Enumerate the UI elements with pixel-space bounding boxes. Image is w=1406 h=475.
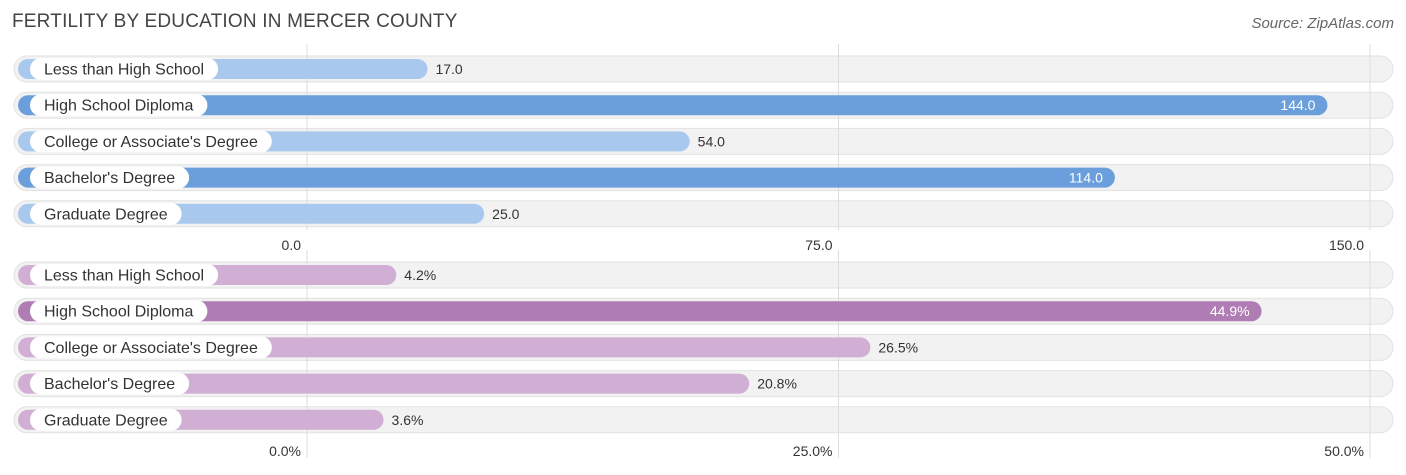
chart-2: Less than High School 4.2% High School Dip… xyxy=(13,250,1394,459)
category-pill xyxy=(30,166,190,189)
category-label: Graduate Degree xyxy=(44,206,168,223)
tick-label: 0.0% xyxy=(269,443,301,459)
category-label: Graduate Degree xyxy=(44,412,168,429)
bar xyxy=(18,301,1262,322)
category-label: Bachelor's Degree xyxy=(44,170,175,187)
tick-label: 150.0 xyxy=(1329,237,1364,253)
category-label: High School Diploma xyxy=(44,304,194,321)
category-pill xyxy=(30,300,208,323)
category-label: Less than High School xyxy=(44,62,204,79)
category-label: Bachelor's Degree xyxy=(44,376,175,393)
category-pill xyxy=(30,94,208,117)
category-label: College or Associate's Degree xyxy=(44,340,258,357)
value-label: 17.0 xyxy=(435,61,462,77)
category-label: College or Associate's Degree xyxy=(44,134,258,151)
tick-label: 50.0% xyxy=(1324,443,1364,459)
category-pill xyxy=(30,336,272,359)
category-pill xyxy=(30,130,272,153)
value-label: 20.8% xyxy=(757,376,797,392)
category-label: Less than High School xyxy=(44,268,204,285)
bar xyxy=(18,167,1115,188)
category-pill xyxy=(30,408,182,431)
value-label: 44.9% xyxy=(1210,303,1250,319)
category-pill xyxy=(30,264,219,286)
bar xyxy=(18,373,750,394)
source-label: Source: ZipAtlas.com xyxy=(1251,15,1394,32)
category-label: High School Diploma xyxy=(44,98,194,115)
tick-label: 0.0 xyxy=(282,237,302,253)
value-label: 3.6% xyxy=(392,412,424,428)
tick-label: 75.0 xyxy=(805,237,832,253)
chart-title: FERTILITY BY EDUCATION IN MERCER COUNTY xyxy=(12,11,458,32)
value-label: 4.2% xyxy=(404,267,436,283)
category-pill xyxy=(30,58,219,80)
tick-label: 25.0% xyxy=(793,443,833,459)
category-pill xyxy=(30,202,182,225)
value-label: 114.0 xyxy=(1069,170,1103,186)
value-label: 54.0 xyxy=(698,133,725,149)
bar xyxy=(18,95,1328,116)
category-pill xyxy=(30,372,190,395)
value-label: 25.0 xyxy=(492,206,519,222)
chart-1: Less than High School 17.0 High School Dip… xyxy=(13,44,1394,253)
value-label: 26.5% xyxy=(878,339,918,355)
value-label: 144.0 xyxy=(1280,97,1315,113)
